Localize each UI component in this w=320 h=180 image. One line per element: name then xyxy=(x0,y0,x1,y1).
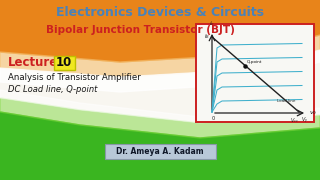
Polygon shape xyxy=(0,50,320,92)
Text: Lecture: Lecture xyxy=(8,55,58,69)
Text: DC Load line, Q-point: DC Load line, Q-point xyxy=(8,84,97,93)
Polygon shape xyxy=(0,98,320,138)
Text: Load line: Load line xyxy=(276,99,295,103)
Text: 0: 0 xyxy=(212,116,215,121)
Text: Bipolar Junction Transistor (BJT): Bipolar Junction Transistor (BJT) xyxy=(45,25,235,35)
Text: $i_c$: $i_c$ xyxy=(209,19,215,28)
Text: Q-point: Q-point xyxy=(247,60,262,64)
Polygon shape xyxy=(0,90,320,123)
Polygon shape xyxy=(0,112,320,180)
FancyBboxPatch shape xyxy=(105,143,215,159)
Bar xyxy=(196,24,314,122)
Polygon shape xyxy=(0,35,320,77)
Text: $V_y$: $V_y$ xyxy=(301,116,309,126)
Text: Dr. Ameya A. Kadam: Dr. Ameya A. Kadam xyxy=(116,147,204,156)
Text: Analysis of Transistor Amplifier: Analysis of Transistor Amplifier xyxy=(8,73,141,82)
Text: Electronics Devices & Circuits: Electronics Devices & Circuits xyxy=(56,6,264,19)
Text: $v_0$: $v_0$ xyxy=(309,109,317,117)
Text: $V_{cc}$: $V_{cc}$ xyxy=(291,116,300,125)
Text: 10: 10 xyxy=(56,56,72,69)
Text: $I_B$: $I_B$ xyxy=(204,33,210,41)
FancyBboxPatch shape xyxy=(53,55,75,69)
Polygon shape xyxy=(0,0,320,62)
